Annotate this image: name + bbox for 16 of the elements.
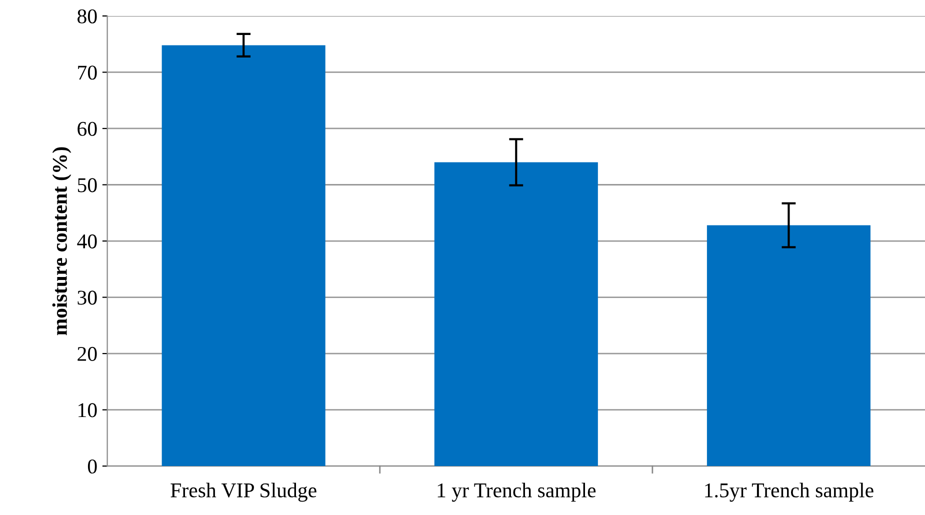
y-axis-title: moisture content (%): [52, 147, 72, 336]
bar: [706, 225, 870, 466]
x-tick-label: 1.5yr Trench sample: [705, 482, 874, 502]
x-tick-label: 1 yr Trench sample: [438, 482, 596, 502]
y-tick-label: 80: [78, 9, 97, 24]
bar: [434, 162, 598, 466]
y-tick-label: 0: [88, 459, 97, 474]
y-tick-label: 50: [78, 178, 97, 192]
x-tick-label: Fresh VIP Sludge: [170, 482, 316, 502]
bar: [162, 45, 326, 466]
y-tick-label: 10: [78, 403, 97, 418]
y-tick-label: 60: [78, 122, 97, 136]
y-tick-label: 70: [78, 66, 97, 80]
y-tick-label: 40: [77, 234, 97, 248]
y-tick-label: 30: [78, 290, 97, 305]
y-tick-label: 20: [78, 346, 97, 361]
